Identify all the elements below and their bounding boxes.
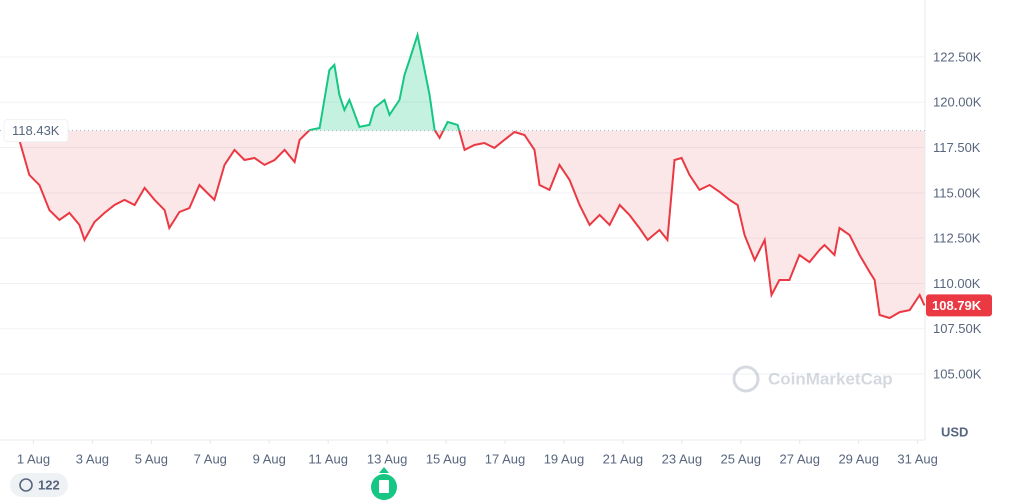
x-tick-label: 7 Aug: [194, 451, 227, 466]
price-line-up: [4, 31, 461, 131]
x-tick-label: 29 Aug: [838, 451, 879, 466]
x-tick-label: 1 Aug: [17, 451, 50, 466]
x-tick-label: 17 Aug: [485, 451, 526, 466]
y-tick-label: 117.50K: [933, 140, 981, 155]
y-tick-label: 105.00K: [933, 366, 982, 381]
x-tick-label: 15 Aug: [426, 451, 467, 466]
plot: [0, 0, 926, 444]
x-tick-label: 11 Aug: [308, 451, 348, 466]
x-tick-label: 3 Aug: [76, 451, 109, 466]
x-tick-label: 27 Aug: [779, 451, 820, 466]
news-marker[interactable]: [371, 467, 397, 500]
x-tick-label: 31 Aug: [897, 451, 938, 466]
currency: USD: [941, 424, 968, 439]
watermark: CoinMarketCap: [732, 365, 893, 393]
x-tick-label: 9 Aug: [253, 451, 286, 466]
y-tick-label: 120.00K: [933, 95, 982, 110]
baseline-label-bg: [3, 119, 69, 143]
x-tick-label: 5 Aug: [135, 451, 168, 466]
baseline-label: 118.43K: [12, 123, 60, 138]
area-down: [4, 130, 925, 318]
x-tick-label: 13 Aug: [367, 451, 408, 466]
y-tick-label: 112.50K: [933, 231, 981, 246]
price-line-down: [4, 130, 926, 320]
badge-count: 122: [38, 477, 60, 492]
x-tick-label: 23 Aug: [662, 451, 703, 466]
last-price-bg: [926, 294, 992, 317]
y-tick-label: 110.00K: [933, 276, 981, 291]
badge[interactable]: 122: [10, 473, 68, 497]
y-tick-label: 107.50K: [933, 321, 982, 336]
y-tick-label: 115.00K: [933, 185, 981, 200]
x-tick-label: 19 Aug: [544, 451, 585, 466]
y-tick-label: 122.50K: [933, 49, 982, 64]
x-tick-label: 25 Aug: [721, 451, 762, 466]
x-tick-label: 21 Aug: [603, 451, 644, 466]
last-price-label: 108.79K: [932, 298, 982, 313]
watermark-text: CoinMarketCap: [768, 369, 893, 388]
